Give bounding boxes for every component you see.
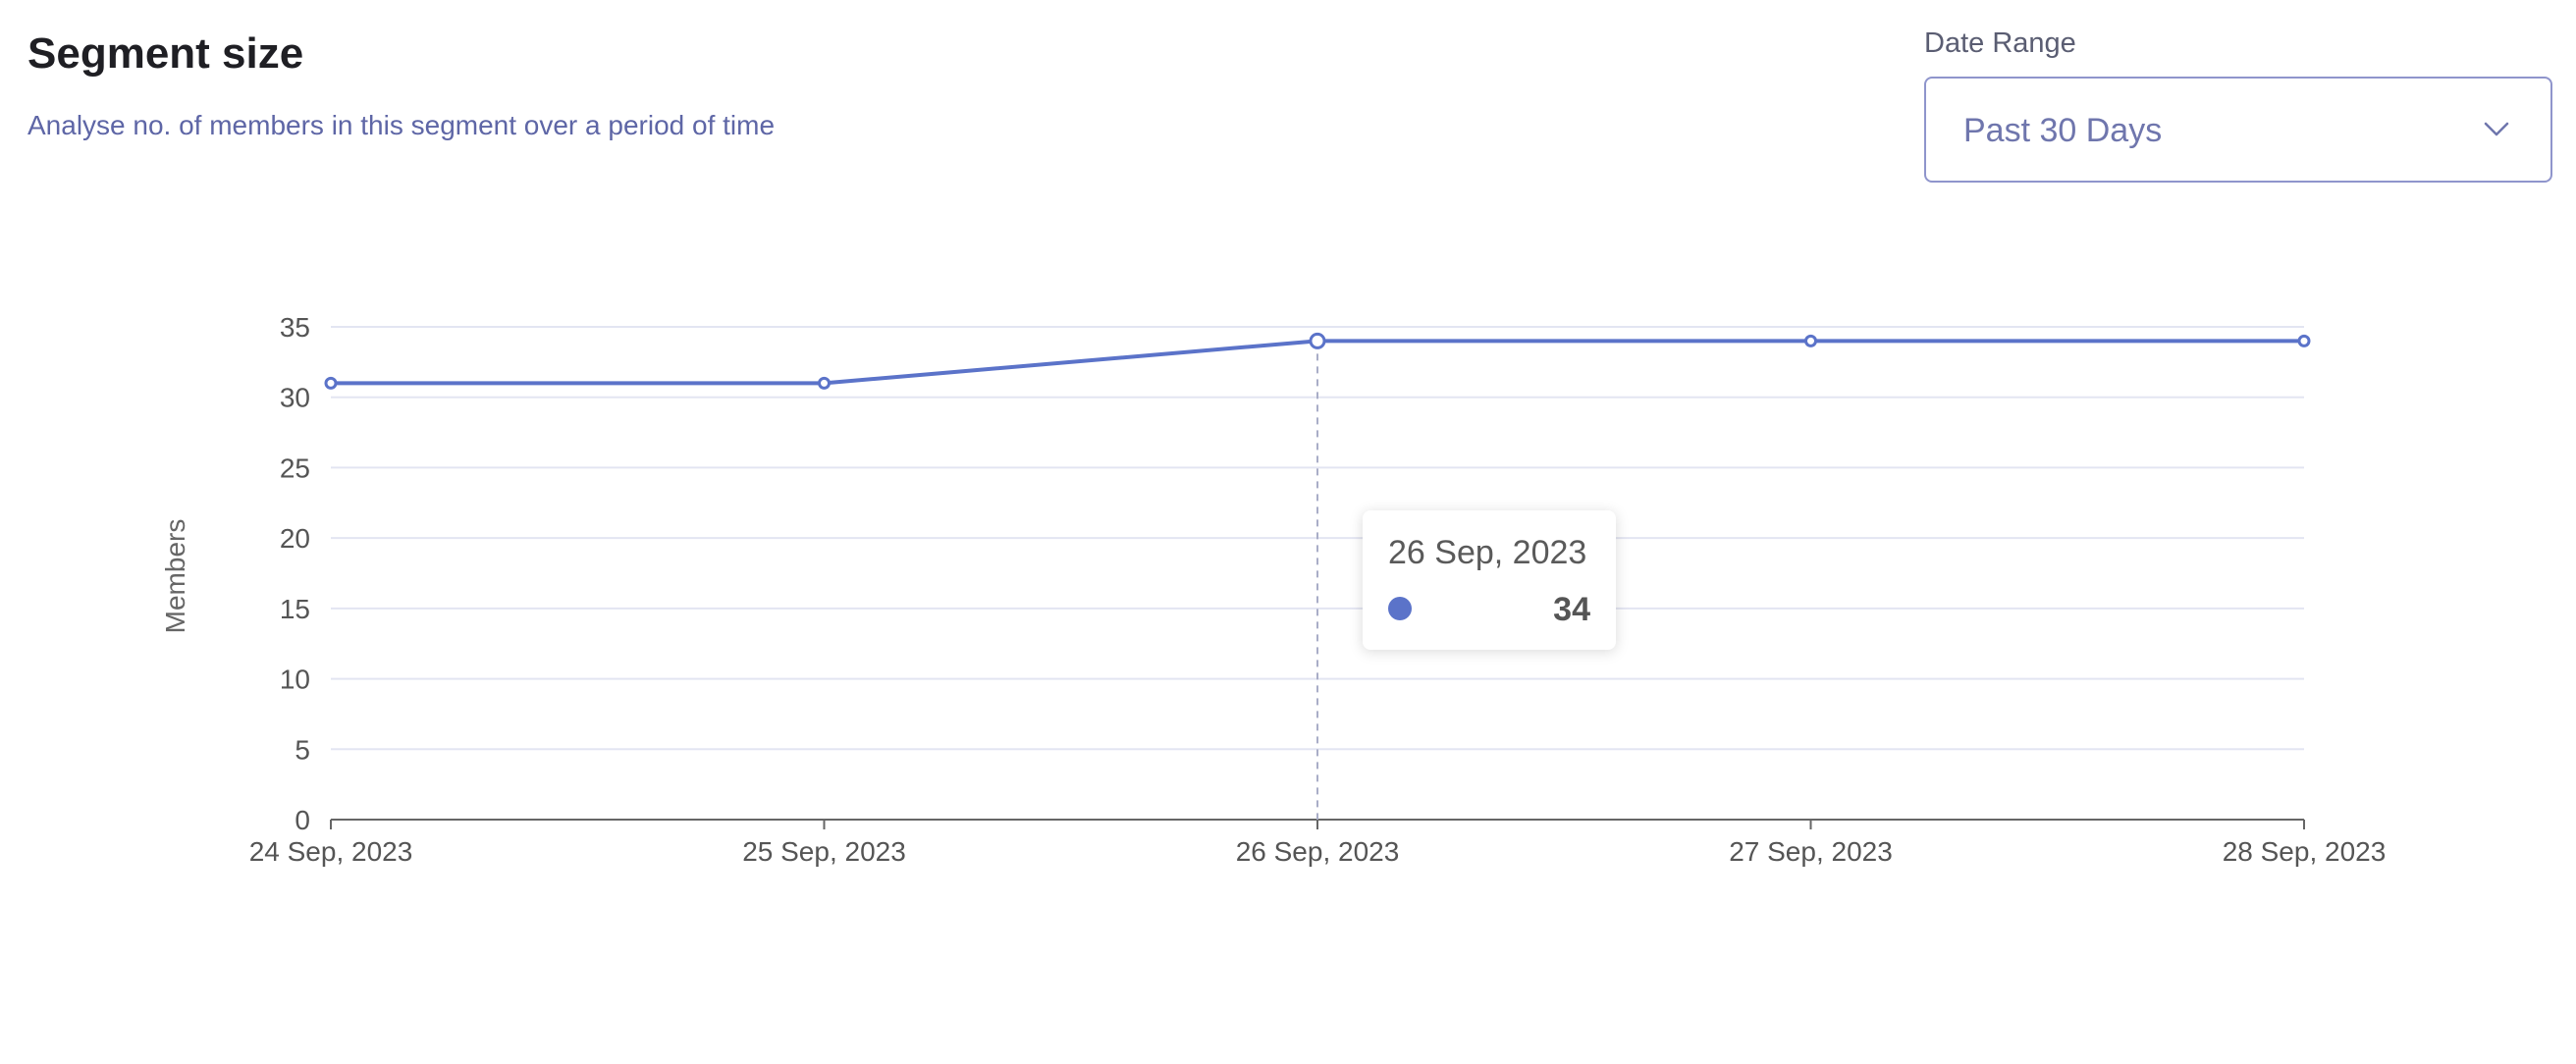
data-point bbox=[324, 376, 338, 390]
data-point bbox=[1804, 334, 1817, 347]
y-tick-label: 15 bbox=[280, 594, 310, 624]
chart-tooltip: 26 Sep, 2023 34 bbox=[1363, 510, 1616, 650]
x-tick-label: 28 Sep, 2023 bbox=[2223, 836, 2387, 867]
y-tick-label: 20 bbox=[280, 523, 310, 554]
x-tick-label: 26 Sep, 2023 bbox=[1236, 836, 1400, 867]
page-subtitle: Analyse no. of members in this segment o… bbox=[27, 110, 776, 140]
y-tick-label: 5 bbox=[295, 734, 310, 765]
x-tick-label: 27 Sep, 2023 bbox=[1729, 836, 1893, 867]
date-range-value: Past 30 Days bbox=[1963, 112, 2163, 149]
data-point bbox=[2297, 334, 2311, 347]
y-tick-label: 35 bbox=[280, 312, 310, 343]
date-range-select[interactable]: Past 30 Days bbox=[1924, 77, 2552, 183]
tooltip-date: 26 Sep, 2023 bbox=[1388, 534, 1587, 571]
x-tick-label: 25 Sep, 2023 bbox=[742, 836, 906, 867]
chevron-down-icon bbox=[2484, 122, 2509, 136]
y-tick-label: 10 bbox=[280, 665, 310, 695]
tooltip-value: 34 bbox=[1553, 591, 1590, 628]
data-point bbox=[818, 376, 831, 390]
tooltip-series-dot bbox=[1388, 597, 1412, 620]
y-tick-label: 30 bbox=[280, 383, 310, 413]
page-title: Segment size bbox=[27, 29, 304, 78]
y-tick-label: 0 bbox=[295, 805, 310, 835]
x-tick-label: 24 Sep, 2023 bbox=[249, 836, 413, 867]
data-point bbox=[1309, 332, 1326, 349]
y-axis-label: Members bbox=[160, 519, 190, 634]
date-range-label: Date Range bbox=[1924, 27, 2076, 59]
y-tick-label: 25 bbox=[280, 452, 310, 483]
